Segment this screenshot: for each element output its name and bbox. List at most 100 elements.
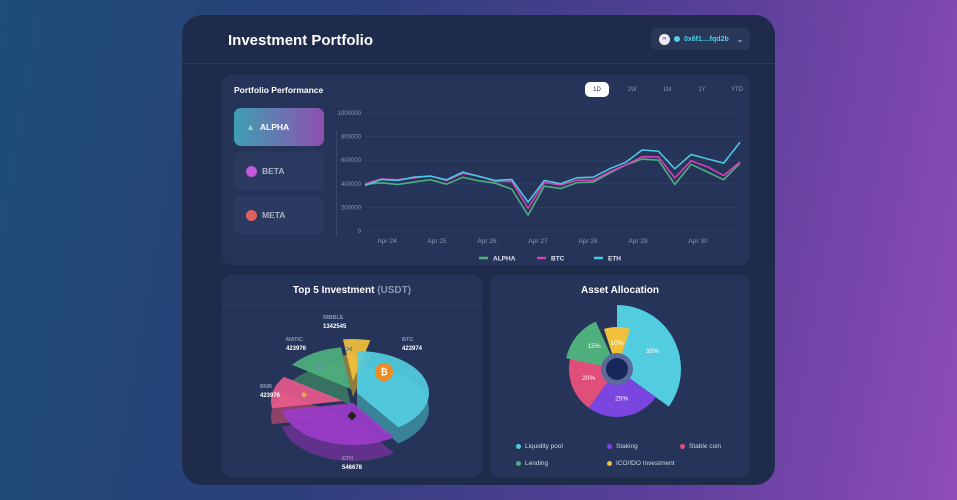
top5-unit: (USDT) <box>377 285 412 296</box>
x-tick-label: Apr 25 <box>427 238 447 245</box>
wallet-status-dot <box>674 36 680 42</box>
x-tick-label: Apr 24 <box>377 238 397 245</box>
pie-label-ribble: RIBBLE 1342545 <box>323 315 346 330</box>
label-name: RIBBLE <box>323 315 344 321</box>
legend-label: Stable coin <box>689 443 722 450</box>
portfolio-performance-panel: Portfolio Performance 1D 1W 1M 1Y YTD ▲ … <box>222 75 750 265</box>
top5-title: Top 5 Investment (USDT) <box>222 285 482 296</box>
header-divider <box>182 63 775 64</box>
asset-label: META <box>262 210 286 220</box>
label-name: MATIC <box>286 337 304 343</box>
legend-label-btc: BTC <box>551 256 565 263</box>
label-value: 1342545 <box>323 324 347 330</box>
tab-1d[interactable]: 1D <box>585 82 609 97</box>
pie-label-eth: ETH 546678 <box>342 456 362 471</box>
pie-slice-eth <box>282 403 395 445</box>
asset-label: BETA <box>262 166 285 176</box>
bnb-icon: ◈ <box>301 390 308 399</box>
tab-1y[interactable]: 1Y <box>698 86 706 93</box>
portfolio-card: Investment Portfolio ∞ 0x6f1....fqd2b ⌄ … <box>182 15 775 485</box>
pie-slice-matic <box>292 347 351 389</box>
allocation-title: Asset Allocation <box>581 285 659 296</box>
slice-percent-label: 10% <box>610 340 623 347</box>
label-value: 423974 <box>402 346 423 352</box>
meta-coin-icon <box>246 209 257 221</box>
separator <box>336 131 337 236</box>
pie-label-btc: BTC 423974 <box>402 337 422 352</box>
pie-slice-btc <box>357 351 429 428</box>
y-tick-label: 600000 <box>341 158 362 164</box>
performance-title: Portfolio Performance <box>234 85 324 95</box>
label-value: 546678 <box>342 465 363 471</box>
allocation-slice-lending <box>566 321 617 369</box>
series-line-eth <box>364 141 741 204</box>
asset-beta-button[interactable]: BETA <box>234 152 324 190</box>
x-tick-label: Apr 29 <box>628 238 648 245</box>
asset-alpha-button[interactable]: ▲ ALPHA <box>234 108 324 146</box>
label-value: 423976 <box>286 346 307 352</box>
legend-dot <box>680 444 685 449</box>
wallet-address: 0x6f1....fqd2b <box>684 35 729 43</box>
bitcoin-icon <box>375 363 393 381</box>
ethereum-icon: ◆ <box>347 408 357 422</box>
page-title: Investment Portfolio <box>228 32 374 49</box>
y-tick-label: 1000000 <box>338 111 362 117</box>
asset-label: ALPHA <box>259 122 290 132</box>
pie-label-matic: MATIC 423976 <box>286 337 306 352</box>
allocation-slice-staking <box>588 369 656 417</box>
asset-allocation-panel: Asset Allocation 35% 25% 20% 15% 10% Liquidi… <box>490 275 750 478</box>
series-line-alpha <box>364 158 741 217</box>
top5-3d-pie-chart: ₿ ◆ ◈ ∞ ⋊ <box>271 339 429 461</box>
pie-slice-ribble <box>342 339 371 381</box>
link-icon: ∞ <box>659 33 670 45</box>
chevron-down-icon: ⌄ <box>736 34 744 44</box>
legend-dot <box>607 444 612 449</box>
label-name: BNB <box>260 384 272 390</box>
slice-percent-label: 25% <box>615 395 628 402</box>
polygon-icon: ∞ <box>317 363 323 372</box>
bitcoin-glyph: ₿ <box>380 367 387 377</box>
wallet-button[interactable]: ∞ 0x6f1....fqd2b ⌄ <box>651 28 750 50</box>
legend-label-alpha: ALPHA <box>493 256 516 263</box>
ripple-icon: ⋊ <box>346 346 353 353</box>
pie-label-bnb: BNB 423976 <box>260 384 280 399</box>
x-tick-label: Apr 26 <box>477 238 497 245</box>
y-tick-label: 0 <box>358 229 362 235</box>
y-tick-label: 800000 <box>341 135 362 141</box>
legend-liquidity-pool: Liquidity pool <box>516 443 563 450</box>
tab-1w[interactable]: 1W <box>627 86 637 93</box>
legend-stable-coin: Stable coin <box>680 443 721 450</box>
cube-icon <box>246 165 257 177</box>
legend-ico-ido: ICO/IDO Investment <box>607 460 675 467</box>
legend-dot <box>516 461 521 466</box>
mountain-icon: ▲ <box>246 122 255 132</box>
slice-percent-label: 35% <box>646 348 659 355</box>
asset-meta-button[interactable]: META <box>234 196 324 234</box>
top5-title-text: Top 5 Investment <box>292 285 375 296</box>
allocation-slice-ico-ido-investment <box>604 327 630 369</box>
label-value: 423976 <box>260 393 281 399</box>
allocation-slice-liquidity-pool <box>617 305 681 407</box>
y-tick-label: 200000 <box>341 205 362 211</box>
legend-dot <box>607 461 612 466</box>
range-tabs: 1D 1W 1M 1Y YTD <box>585 82 760 97</box>
legend-label-eth: ETH <box>608 256 621 263</box>
tab-ytd[interactable]: YTD <box>731 86 743 93</box>
x-tick-label: Apr 28 <box>578 238 598 245</box>
legend-staking: Staking <box>607 443 638 450</box>
legend-dot <box>516 444 521 449</box>
y-tick-label: 400000 <box>341 182 362 188</box>
performance-line-chart: 1000000 800000 600000 400000 200000 0 Apr 24 Ap… <box>338 111 742 263</box>
divider <box>222 305 482 306</box>
x-tick-label: Apr 27 <box>528 238 548 245</box>
center-hole <box>606 358 628 380</box>
slice-percent-label: 15% <box>588 343 601 350</box>
allocation-pie-chart: 35% 25% 20% 15% 10% <box>566 305 681 417</box>
legend-lending: Lending <box>516 460 548 467</box>
slice-percent-label: 20% <box>582 375 595 382</box>
x-tick-label: Apr 30 <box>688 238 708 245</box>
label-name: BTC <box>402 337 414 343</box>
tab-1m[interactable]: 1M <box>662 86 672 93</box>
pie-slice-bnb <box>271 376 343 409</box>
legend-label: Lending <box>525 460 549 467</box>
